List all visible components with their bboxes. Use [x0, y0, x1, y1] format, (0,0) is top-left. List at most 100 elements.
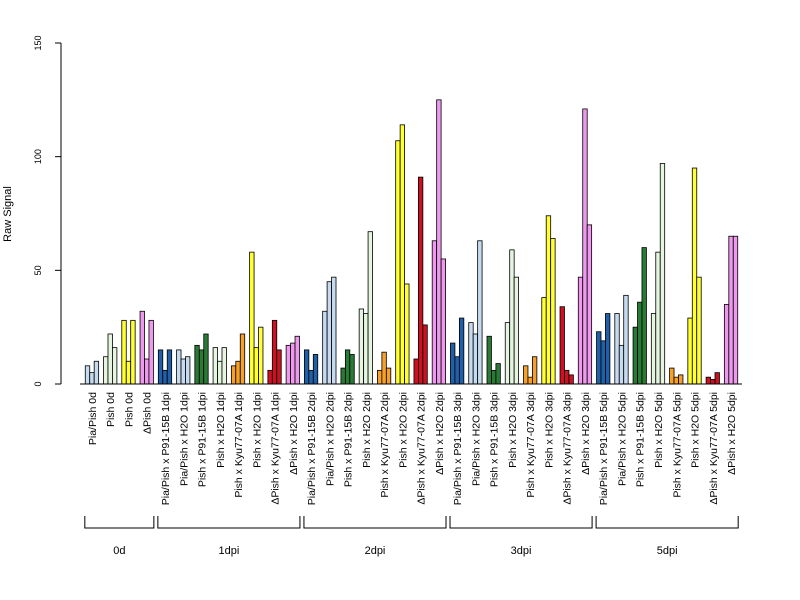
bar	[285, 344, 291, 385]
bar	[203, 333, 209, 385]
x-tick-label: Pish x Kyu77-07A 1dpi	[233, 392, 245, 498]
bar	[586, 224, 593, 385]
bar	[618, 344, 625, 385]
bar	[527, 376, 533, 385]
bar	[564, 369, 570, 385]
bar	[509, 249, 515, 385]
bar	[696, 276, 702, 385]
bar	[655, 251, 661, 385]
bar	[491, 369, 497, 385]
bar	[312, 354, 319, 385]
x-tick-label: ΔPish 0d	[142, 392, 154, 434]
bar	[399, 124, 405, 385]
bar	[358, 308, 365, 385]
x-tick-label: Pish x H2O 3dpi	[507, 392, 519, 468]
x-tick-label: Pish x H2O 1dpi	[215, 392, 227, 468]
y-axis-label: Raw Signal	[2, 186, 14, 242]
bar	[728, 235, 734, 385]
bar	[550, 238, 556, 385]
bar	[107, 333, 113, 385]
y-axis-ticks: 0 50 100 150	[33, 35, 61, 387]
bar	[450, 342, 456, 385]
bar	[545, 215, 552, 385]
group-bracket	[595, 516, 739, 529]
bar	[112, 347, 118, 385]
bar	[691, 167, 698, 385]
bar	[413, 358, 419, 385]
bar	[157, 349, 164, 385]
bar	[166, 349, 173, 385]
x-tick-label: ΔPish x Kyu77-07A 5dpi	[708, 392, 720, 505]
group-bracket	[157, 516, 301, 529]
bar	[217, 360, 223, 385]
bar	[212, 347, 218, 385]
bar	[125, 360, 132, 385]
x-tick-label: ΔPish x Kyu77-07A 1dpi	[270, 392, 282, 505]
y-tick-label: 0	[33, 381, 43, 386]
bar	[185, 356, 191, 385]
bar	[673, 376, 679, 385]
x-tick-label: Pish x H2O 2dpi	[397, 392, 409, 468]
bar	[367, 231, 373, 385]
x-tick-label: Pish x H2O 3dpi	[543, 392, 555, 468]
bar	[144, 358, 150, 385]
group-label: 3dpi	[511, 545, 532, 557]
bar	[650, 313, 657, 385]
bar	[440, 258, 446, 385]
bar	[331, 276, 337, 385]
x-tick-label: Pish x Kyu77-07A 3dpi	[525, 392, 537, 498]
x-tick-label: Pish 0d	[105, 392, 117, 427]
bar	[582, 108, 588, 385]
bar	[723, 304, 730, 385]
bar	[559, 306, 565, 385]
bar	[495, 363, 501, 385]
x-tick-label: ΔPish x H2O 1dpi	[288, 392, 300, 475]
bar	[176, 349, 182, 385]
bar	[705, 376, 711, 385]
bar	[714, 372, 720, 385]
bar	[732, 235, 739, 385]
bar	[418, 176, 424, 385]
bar	[632, 326, 638, 385]
bar	[303, 349, 310, 385]
bar	[454, 356, 460, 385]
bar	[395, 140, 401, 385]
bar	[659, 163, 666, 385]
bar	[235, 360, 241, 385]
x-tick-label: Pish x H2O 2dpi	[361, 392, 373, 468]
group-bracket	[303, 516, 447, 529]
bar	[458, 317, 465, 385]
bar	[637, 301, 643, 385]
bar	[239, 333, 246, 385]
bar	[180, 358, 186, 385]
bar	[194, 344, 200, 385]
bar	[349, 354, 355, 385]
x-tick-label: Pia/Pish x P91-15B 3dpi	[452, 392, 464, 505]
bar	[322, 310, 328, 385]
bar	[294, 335, 300, 385]
bar	[363, 313, 369, 385]
bar	[253, 347, 259, 385]
y-tick-label: 100	[33, 149, 43, 164]
bar	[103, 356, 109, 385]
bar	[532, 356, 538, 385]
x-tick-label: Pish x P91-15B 3dpi	[489, 392, 501, 487]
bar	[276, 349, 282, 385]
bar	[377, 369, 383, 385]
bar	[258, 326, 264, 385]
bar	[121, 319, 127, 385]
x-tick-label: Pia/Pish 0d	[87, 392, 99, 445]
group-bracket	[84, 516, 155, 529]
bar	[249, 251, 255, 385]
bar	[641, 247, 647, 385]
x-tick-label: Pish x P91-15B 5dpi	[635, 392, 647, 487]
bar	[468, 322, 474, 385]
x-tick-label: Pia/Pish x H2O 2dpi	[324, 392, 336, 486]
bar	[541, 297, 547, 385]
y-tick-label: 150	[33, 35, 43, 50]
bar	[198, 349, 205, 385]
bar	[308, 369, 314, 385]
x-tick-label: Pish x P91-15B 2dpi	[343, 392, 355, 487]
bar	[344, 349, 351, 385]
bar	[93, 360, 100, 385]
